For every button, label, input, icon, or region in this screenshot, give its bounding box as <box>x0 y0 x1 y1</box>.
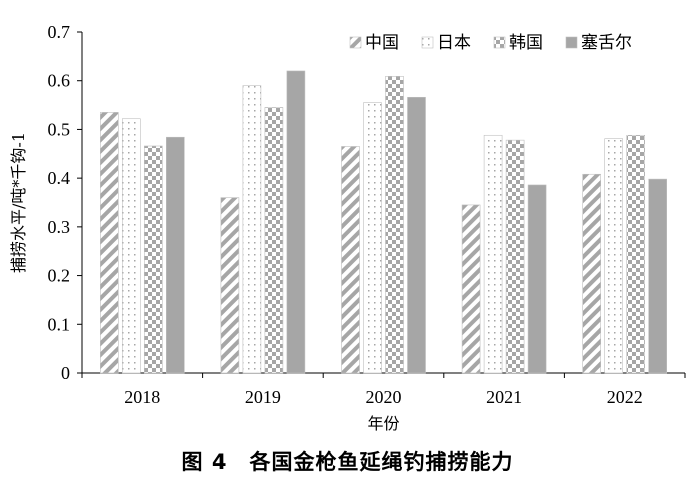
bar-中国-2018 <box>100 112 119 374</box>
bar-韩国-2021 <box>505 139 525 374</box>
bar-中国-2019 <box>220 197 240 374</box>
x-axis-title: 年份 <box>367 414 399 433</box>
legend-swatch <box>421 36 434 49</box>
bar-塞舌尔-2019 <box>286 70 306 374</box>
x-tick-label: 2019 <box>245 387 281 407</box>
legend-label: 日本 <box>437 33 471 53</box>
bar-塞舌尔-2018 <box>166 136 185 374</box>
bars <box>100 70 668 374</box>
legend-label: 韩国 <box>509 33 543 53</box>
legend-swatch <box>493 36 506 49</box>
bar-韩国-2022 <box>626 134 646 374</box>
bar-日本-2019 <box>242 85 262 374</box>
y-tick-label: 0.3 <box>48 217 71 237</box>
bar-日本-2022 <box>604 138 624 374</box>
bar-塞舌尔-2021 <box>527 184 547 374</box>
bar-韩国-2018 <box>144 145 163 374</box>
y-tick-label: 0.5 <box>48 119 71 139</box>
y-tick-label: 0 <box>61 363 70 383</box>
y-tick-label: 0.1 <box>48 314 71 334</box>
legend: 中国 日本 韩国 塞舌尔 <box>349 33 632 53</box>
bar-日本-2020 <box>363 102 382 374</box>
y-tick-label: 0.7 <box>48 22 71 42</box>
figure-caption: 图 4 各国金枪鱼延绳钓捕捞能力 <box>181 450 514 474</box>
legend-label: 中国 <box>365 33 399 53</box>
bar-中国-2022 <box>582 173 602 374</box>
bar-韩国-2020 <box>385 76 404 374</box>
bar-塞舌尔-2020 <box>407 96 426 374</box>
bar-日本-2018 <box>122 118 141 374</box>
bar-塞舌尔-2022 <box>648 178 668 374</box>
bar-日本-2021 <box>483 134 503 374</box>
legend-swatch <box>349 36 362 49</box>
y-tick-label: 0.2 <box>48 266 71 286</box>
y-tick-label: 0.6 <box>48 71 71 91</box>
x-tick-label: 2020 <box>366 387 402 407</box>
bar-韩国-2019 <box>264 107 284 374</box>
y-tick-label: 0.4 <box>48 168 71 188</box>
y-axis-title: 捕捞水平/吨*千钩-1 <box>9 132 28 273</box>
bar-chart: 0 0.1 0.2 0.3 0.4 0.5 0.6 0.7 2018 2019 2020 2021 20… <box>9 22 686 433</box>
x-tick-label: 2021 <box>486 387 522 407</box>
bar-中国-2020 <box>341 146 360 374</box>
x-tick-label: 2022 <box>607 387 643 407</box>
tick-labels: 0 0.1 0.2 0.3 0.4 0.5 0.6 0.7 2018 2019 2020 2021 20… <box>9 22 643 433</box>
legend-label: 塞舌尔 <box>581 33 632 53</box>
bar-中国-2021 <box>461 204 481 374</box>
legend-swatch <box>565 36 578 49</box>
x-tick-label: 2018 <box>124 387 160 407</box>
